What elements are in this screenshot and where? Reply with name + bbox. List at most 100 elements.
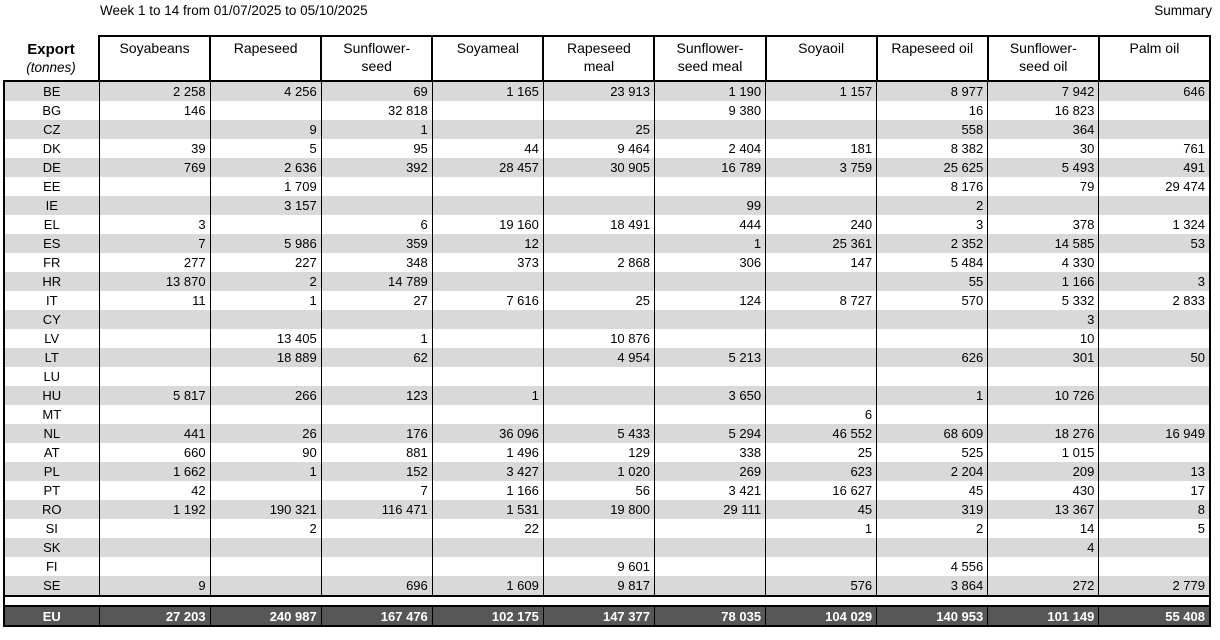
value-cell xyxy=(653,310,766,329)
value-cell: 8 977 xyxy=(876,80,988,101)
value-cell: 1 xyxy=(320,329,433,348)
country-code: LV xyxy=(3,329,99,348)
total-value-cell: 167 476 xyxy=(320,605,433,627)
table-row: CY 3 xyxy=(3,310,1212,329)
value-cell xyxy=(876,538,988,557)
value-cell: 7 xyxy=(320,481,433,500)
country-code: IE xyxy=(3,196,99,215)
value-cell: 16 xyxy=(876,101,988,120)
value-cell: 5 294 xyxy=(653,424,766,443)
value-cell: 30 xyxy=(987,139,1099,158)
value-cell: 5 484 xyxy=(876,253,988,272)
country-code: FR xyxy=(3,253,99,272)
value-cell xyxy=(320,310,433,329)
value-cell: 10 xyxy=(987,329,1099,348)
country-code: DK xyxy=(3,139,99,158)
value-cell xyxy=(431,367,544,386)
value-cell xyxy=(765,101,877,120)
value-cell xyxy=(431,101,544,120)
value-cell: 5 433 xyxy=(542,424,655,443)
value-cell: 378 xyxy=(987,215,1099,234)
table-row: CZ 9 1 25 558 364 xyxy=(3,120,1212,139)
value-cell: 338 xyxy=(653,443,766,462)
value-cell: 2 352 xyxy=(876,234,988,253)
value-cell xyxy=(542,519,655,538)
country-code: SK xyxy=(3,538,99,557)
value-cell: 14 xyxy=(987,519,1099,538)
value-cell xyxy=(1098,405,1212,424)
total-label: EU xyxy=(3,605,99,627)
value-cell: 209 xyxy=(987,462,1099,481)
value-cell xyxy=(98,329,211,348)
value-cell: 4 256 xyxy=(209,80,322,101)
value-cell: 359 xyxy=(320,234,433,253)
value-cell: 2 868 xyxy=(542,253,655,272)
country-code: ES xyxy=(3,234,99,253)
value-cell xyxy=(1098,310,1212,329)
value-cell: 696 xyxy=(320,576,433,596)
value-cell: 146 xyxy=(98,101,211,120)
value-cell: 1 166 xyxy=(431,481,544,500)
table-row: HU 5 817 266 123 1 3 650 1 10 726 xyxy=(3,386,1212,405)
value-cell: 99 xyxy=(653,196,766,215)
value-cell: 95 xyxy=(320,139,433,158)
total-value-cell: 147 377 xyxy=(542,605,655,627)
value-cell xyxy=(431,177,544,196)
value-cell xyxy=(320,557,433,576)
value-cell: 25 xyxy=(542,291,655,310)
value-cell: 364 xyxy=(987,120,1099,139)
value-cell: 277 xyxy=(98,253,211,272)
value-cell: 7 616 xyxy=(431,291,544,310)
value-cell xyxy=(542,386,655,405)
column-header: Soyaoil xyxy=(764,35,878,82)
value-cell: 5 xyxy=(1098,519,1212,538)
value-cell: 8 727 xyxy=(765,291,877,310)
value-cell: 6 xyxy=(765,405,877,424)
value-cell: 646 xyxy=(1098,80,1212,101)
value-cell: 1 165 xyxy=(431,80,544,101)
value-cell: 9 380 xyxy=(653,101,766,120)
value-cell xyxy=(209,576,322,596)
value-cell: 147 xyxy=(765,253,877,272)
table-row: DE 769 2 636 392 28 457 30 905 16 789 3 759 25 6… xyxy=(3,158,1212,177)
value-cell: 227 xyxy=(209,253,322,272)
value-cell: 23 913 xyxy=(542,80,655,101)
value-cell xyxy=(320,367,433,386)
value-cell: 25 361 xyxy=(765,234,877,253)
table-row: LT 18 889 62 4 954 5 213 626 301 50 xyxy=(3,348,1212,367)
total-value-cell: 240 987 xyxy=(209,605,322,627)
value-cell: 240 xyxy=(765,215,877,234)
value-cell: 2 xyxy=(876,519,988,538)
total-value-cell: 55 408 xyxy=(1098,605,1212,627)
value-cell: 27 xyxy=(320,291,433,310)
value-cell xyxy=(542,367,655,386)
value-cell: 881 xyxy=(320,443,433,462)
value-cell xyxy=(542,405,655,424)
value-cell xyxy=(1098,253,1212,272)
value-cell: 444 xyxy=(653,215,766,234)
value-cell xyxy=(98,367,211,386)
total-row: EU 27 203 240 987 167 476 102 175 147 377 78 … xyxy=(3,605,1212,627)
value-cell: 181 xyxy=(765,139,877,158)
value-cell: 116 471 xyxy=(320,500,433,519)
column-header: Soyameal xyxy=(431,35,545,82)
table-row: FR 277 227 348 373 2 868 306 147 5 484 4 330 xyxy=(3,253,1212,272)
value-cell: 5 xyxy=(209,139,322,158)
value-cell: 17 xyxy=(1098,481,1212,500)
column-header: Sunflower- seed xyxy=(320,35,434,82)
value-cell xyxy=(987,405,1099,424)
value-cell: 50 xyxy=(1098,348,1212,367)
value-cell: 373 xyxy=(431,253,544,272)
value-cell: 7 xyxy=(98,234,211,253)
value-cell: 2 204 xyxy=(876,462,988,481)
value-cell: 13 xyxy=(1098,462,1212,481)
value-cell: 430 xyxy=(987,481,1099,500)
value-cell: 576 xyxy=(765,576,877,596)
value-cell: 22 xyxy=(431,519,544,538)
country-code: NL xyxy=(3,424,99,443)
column-header: Sunflower- seed meal xyxy=(653,35,767,82)
table-row: PL 1 662 1 152 3 427 1 020 269 623 2 204 209 13 xyxy=(3,462,1212,481)
value-cell: 8 382 xyxy=(876,139,988,158)
value-cell xyxy=(1098,443,1212,462)
value-cell: 9 xyxy=(98,576,211,596)
